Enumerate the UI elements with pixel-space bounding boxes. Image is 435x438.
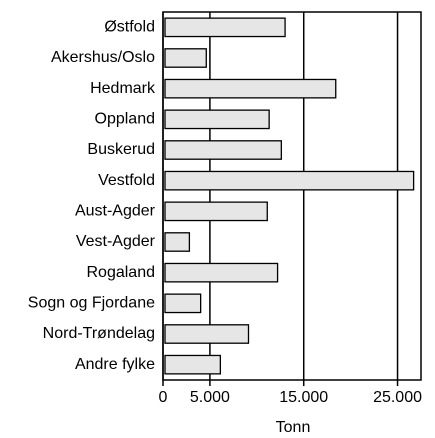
y-tick-label: Aust-Agder [75, 203, 156, 220]
x-axis-label: Tonn [276, 419, 311, 436]
bar [164, 109, 270, 130]
y-tick-label: Andre fylke [75, 356, 155, 373]
x-tick-label: 0 [159, 389, 168, 406]
bar [164, 170, 415, 191]
bar [164, 354, 222, 375]
y-tick-label: Sogn og Fjordane [28, 295, 155, 312]
bar [164, 140, 282, 160]
x-tick-label: 15.000 [279, 389, 328, 406]
y-tick-label: Rogaland [87, 264, 156, 281]
y-tick-label: Nord-Trøndelag [43, 325, 155, 342]
y-tick-label: Akershus/Oslo [51, 49, 155, 66]
bar [164, 262, 279, 283]
bar [164, 48, 207, 68]
x-tick-label: 5.000 [190, 389, 230, 406]
y-tick-label: Buskerud [87, 141, 155, 158]
bar [164, 78, 337, 99]
bar [164, 232, 191, 252]
y-tick-label: Oppland [95, 111, 156, 128]
bar [164, 324, 250, 344]
bar [164, 293, 202, 314]
y-tick-label: Vest-Agder [76, 233, 156, 250]
bar [164, 17, 286, 38]
bar [164, 201, 268, 222]
y-tick-label: Vestfold [98, 172, 155, 189]
y-tick-label: Østfold [104, 19, 155, 36]
x-tick-label: 25.000 [373, 389, 422, 406]
y-tick-label: Hedmark [90, 80, 156, 97]
